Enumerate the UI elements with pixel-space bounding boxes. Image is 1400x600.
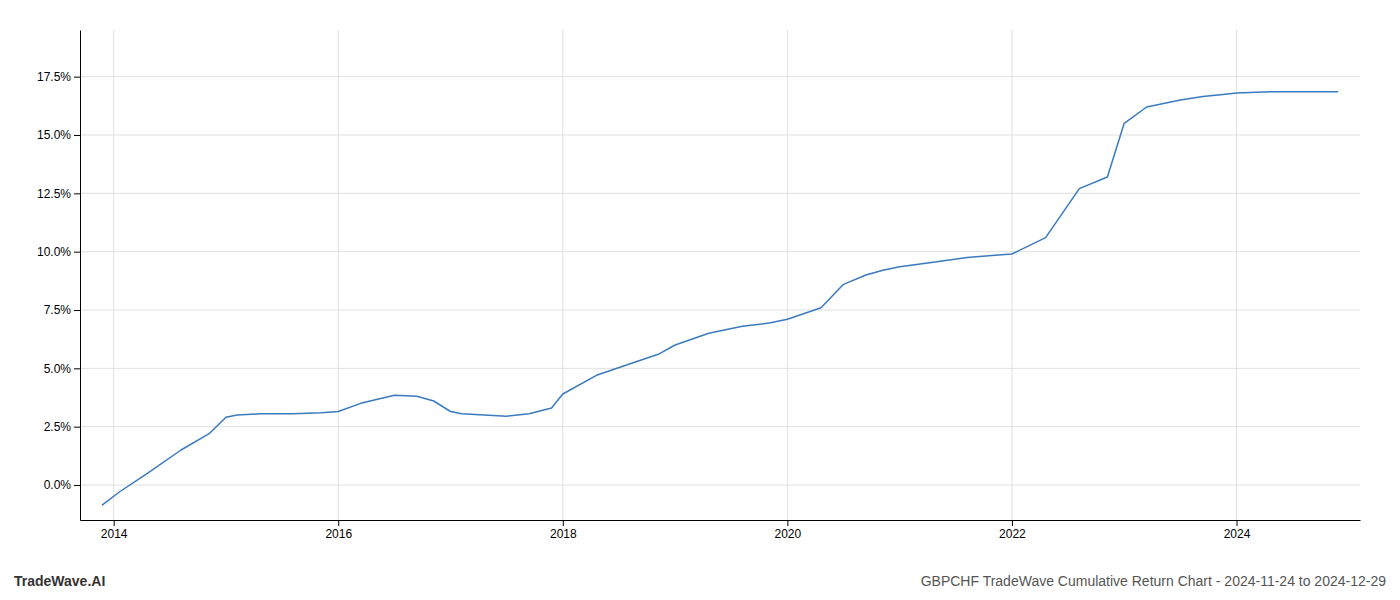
x-tick-label: 2018: [550, 527, 577, 541]
x-tick: 2022: [999, 520, 1026, 541]
y-tick: 0.0%: [44, 478, 80, 492]
y-tick-mark: [74, 193, 80, 194]
x-grid-line: [1236, 30, 1237, 520]
y-tick: 7.5%: [44, 303, 80, 317]
x-axis: 2014 2016 2018 2020 2022 2024: [81, 520, 1361, 541]
y-tick-label: 17.5%: [37, 70, 71, 84]
y-tick: 12.5%: [37, 187, 80, 201]
x-tick-mark: [114, 520, 115, 526]
y-tick-mark: [74, 252, 80, 253]
y-tick-label: 2.5%: [44, 420, 72, 434]
y-tick-mark: [74, 368, 80, 369]
y-grid-line: [80, 368, 1360, 369]
x-tick: 2024: [1224, 520, 1251, 541]
watermark: TradeWave.AI: [14, 573, 105, 589]
chart-svg: 2014 2016 2018 2020 2022 2024 0.0% 2.5% 5.0% 7.5%…: [0, 0, 1400, 600]
y-axis: 0.0% 2.5% 5.0% 7.5% 10.0% 12.5% 15.0% 17.5%: [37, 31, 81, 521]
x-tick-label: 2022: [999, 527, 1026, 541]
y-tick: 2.5%: [44, 420, 80, 434]
y-grid-line: [80, 310, 1360, 311]
x-grid-line: [1011, 30, 1012, 520]
y-axis-line: [80, 31, 81, 521]
data-line: [102, 92, 1337, 505]
x-tick-mark: [1236, 520, 1237, 526]
y-tick-mark: [74, 135, 80, 136]
x-grid-line: [787, 30, 788, 520]
x-tick-label: 2020: [775, 527, 802, 541]
y-grid-line: [80, 485, 1360, 486]
y-tick-mark: [74, 485, 80, 486]
y-grid-line: [80, 251, 1360, 252]
chart-container: 2014 2016 2018 2020 2022 2024 0.0% 2.5% 5.0% 7.5%…: [0, 0, 1400, 600]
x-grid-line: [113, 30, 114, 520]
y-tick-mark: [74, 427, 80, 428]
y-tick: 17.5%: [37, 70, 80, 84]
x-tick-label: 2014: [101, 527, 128, 541]
y-grid-line: [80, 193, 1360, 194]
y-tick-label: 0.0%: [44, 478, 72, 492]
y-grid-line: [80, 135, 1360, 136]
y-tick-label: 12.5%: [37, 187, 71, 201]
x-tick-mark: [1012, 520, 1013, 526]
chart-title: GBPCHF TradeWave Cumulative Return Chart…: [921, 573, 1387, 589]
x-tick-mark: [563, 520, 564, 526]
y-tick: 5.0%: [44, 362, 80, 376]
y-tick-label: 5.0%: [44, 362, 72, 376]
plot-area: [102, 92, 1337, 505]
y-grid-line: [80, 426, 1360, 427]
x-tick: 2014: [101, 520, 128, 541]
x-axis-line: [81, 520, 1361, 521]
y-grid-line: [80, 76, 1360, 77]
x-tick-label: 2024: [1224, 527, 1251, 541]
y-tick-mark: [74, 77, 80, 78]
x-tick: 2018: [550, 520, 577, 541]
x-tick: 2020: [775, 520, 802, 541]
x-tick-label: 2016: [325, 527, 352, 541]
y-tick: 10.0%: [37, 245, 80, 259]
grid: [80, 30, 1360, 520]
y-tick-label: 15.0%: [37, 128, 71, 142]
x-grid-line: [338, 30, 339, 520]
x-tick: 2016: [325, 520, 352, 541]
x-grid-line: [562, 30, 563, 520]
x-tick-mark: [338, 520, 339, 526]
y-tick-label: 10.0%: [37, 245, 71, 259]
y-tick-mark: [74, 310, 80, 311]
y-tick-label: 7.5%: [44, 303, 72, 317]
y-tick: 15.0%: [37, 128, 80, 142]
x-tick-mark: [787, 520, 788, 526]
